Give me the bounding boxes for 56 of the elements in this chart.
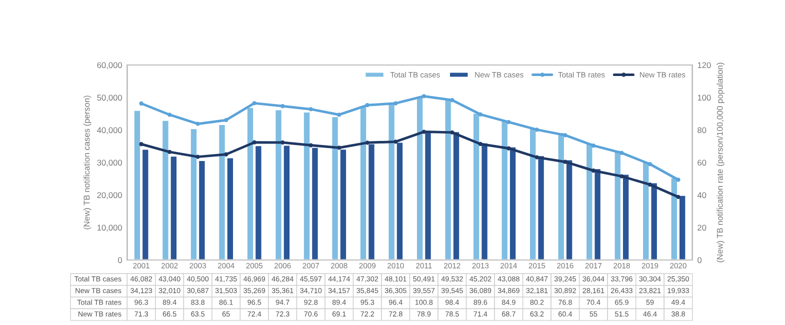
point: [365, 103, 370, 108]
point: [534, 155, 540, 160]
y-tick-label: 40,000: [97, 127, 122, 134]
y-tick-label: 20,000: [97, 192, 122, 200]
point: [422, 130, 426, 134]
point: [648, 182, 652, 187]
point: [591, 168, 596, 173]
y2-tick-label: 0: [698, 257, 702, 264]
point: [196, 122, 200, 126]
point: [139, 101, 144, 106]
point: [224, 152, 228, 156]
point: [450, 130, 454, 135]
point: [591, 144, 596, 148]
point: [506, 146, 511, 150]
point: [139, 142, 144, 146]
point: [563, 133, 568, 138]
point: [365, 140, 370, 145]
point: [252, 140, 256, 144]
point: [224, 118, 228, 122]
y2-axis-title: (New) TB notification rate (person/100,000 population): [716, 62, 724, 262]
point: [478, 142, 483, 146]
point: [337, 112, 342, 117]
point: [450, 98, 454, 102]
point: [308, 107, 313, 112]
point: [534, 128, 540, 132]
point: [167, 150, 172, 154]
point: [252, 101, 256, 106]
point: [394, 140, 398, 144]
point: [337, 146, 342, 150]
y-tick-label: 0: [118, 257, 122, 264]
y2-tick-label: 60: [698, 160, 706, 166]
y2-tick-label: 20: [698, 224, 706, 231]
point: [280, 140, 285, 145]
point: [308, 143, 313, 148]
y-tick-label: 30,000: [97, 160, 122, 167]
point: [620, 174, 624, 178]
point: [648, 162, 652, 166]
y-tick-label: 60,000: [97, 62, 122, 70]
point: [676, 194, 680, 200]
point: [620, 150, 624, 155]
point: [563, 160, 568, 164]
y-tick-label: 10,000: [97, 224, 122, 232]
y2-tick-label: 80: [698, 127, 706, 134]
y-axis-title: (New) TB notification cases (person): [84, 96, 92, 230]
point: [394, 101, 398, 106]
point: [167, 112, 172, 117]
point: [506, 120, 511, 124]
point: [676, 178, 680, 182]
y2-tick-label: 100: [698, 94, 711, 101]
point: [196, 154, 200, 159]
y2-tick-label: 120: [698, 62, 711, 68]
point: [280, 104, 285, 108]
y-tick-label: 50,000: [97, 94, 122, 102]
point: [422, 94, 426, 98]
point: [478, 112, 483, 116]
y2-tick-label: 40: [697, 192, 706, 198]
